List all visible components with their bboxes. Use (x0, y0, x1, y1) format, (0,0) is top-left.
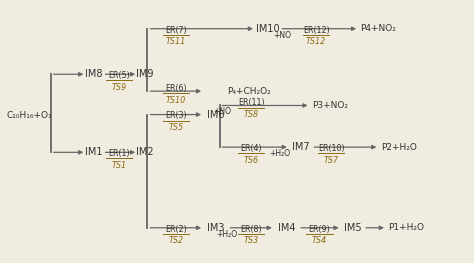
Text: TS6: TS6 (244, 156, 259, 165)
Text: TS3: TS3 (244, 236, 259, 245)
Text: TS4: TS4 (312, 236, 327, 245)
Text: IM3: IM3 (207, 223, 225, 233)
Text: +NO: +NO (213, 108, 231, 117)
Text: ER(10): ER(10) (318, 144, 345, 153)
Text: IM8: IM8 (84, 69, 102, 79)
Text: ER(7): ER(7) (165, 26, 187, 34)
Text: ER(8): ER(8) (240, 225, 262, 234)
Text: ER(11): ER(11) (238, 98, 264, 107)
Text: IM7: IM7 (292, 142, 310, 152)
Text: IM2: IM2 (137, 147, 154, 157)
Text: IM5: IM5 (344, 223, 361, 233)
Text: P1+H₂O: P1+H₂O (388, 223, 424, 232)
Text: ER(2): ER(2) (165, 225, 187, 234)
Text: TS1: TS1 (112, 161, 127, 170)
Text: IM4: IM4 (278, 223, 295, 233)
Text: P3+NO₂: P3+NO₂ (312, 101, 348, 110)
Text: TS7: TS7 (324, 156, 339, 165)
Text: IM10: IM10 (256, 24, 280, 34)
Text: ER(1): ER(1) (109, 149, 130, 158)
Text: P4+NO₂: P4+NO₂ (360, 24, 396, 33)
Text: TS8: TS8 (244, 110, 259, 119)
Text: P2+H₂O: P2+H₂O (381, 143, 417, 151)
Text: ER(12): ER(12) (303, 26, 329, 34)
Text: TS12: TS12 (306, 37, 326, 46)
Text: TS2: TS2 (168, 236, 183, 245)
Text: ER(6): ER(6) (165, 84, 187, 93)
Text: TS11: TS11 (165, 37, 186, 46)
Text: IM6: IM6 (207, 110, 225, 120)
Text: ER(3): ER(3) (165, 112, 187, 120)
Text: ER(9): ER(9) (309, 225, 330, 234)
Text: C₁₀H₁₆+O₃: C₁₀H₁₆+O₃ (6, 112, 52, 120)
Text: ER(5): ER(5) (109, 71, 130, 80)
Text: +H₂O: +H₂O (269, 149, 290, 158)
Text: +NO: +NO (273, 31, 291, 40)
Text: IM1: IM1 (84, 147, 102, 157)
Text: +H₂O: +H₂O (216, 230, 237, 239)
Text: IM9: IM9 (137, 69, 154, 79)
Text: P₄+CH₂O₂: P₄+CH₂O₂ (228, 87, 271, 96)
Text: TS9: TS9 (112, 83, 127, 92)
Text: TS5: TS5 (168, 123, 183, 132)
Text: TS10: TS10 (165, 96, 186, 105)
Text: ER(4): ER(4) (240, 144, 262, 153)
